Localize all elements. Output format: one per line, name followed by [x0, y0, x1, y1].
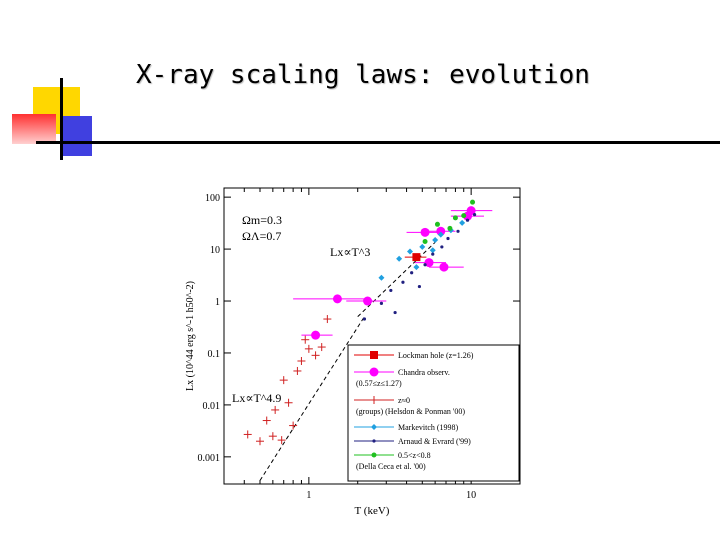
- data-point: [459, 219, 466, 226]
- data-point: [279, 376, 288, 385]
- data-point: [472, 213, 477, 217]
- data-point: [420, 227, 430, 237]
- data-point: [434, 221, 440, 227]
- data-point: [412, 253, 421, 262]
- legend-label: Chandra observ.: [398, 368, 450, 377]
- data-point: [396, 255, 403, 262]
- data-point: [371, 424, 377, 430]
- data-point: [369, 367, 379, 377]
- data-point: [440, 245, 444, 249]
- legend-label: Markevitch (1998): [398, 423, 459, 432]
- legend-label: Lockman hole (z=1.26): [398, 351, 474, 360]
- scaling-law-chart: 100 10 1 0.1 0.01 0.001 1 10 T (keV) Lx (10^44 e…: [185, 187, 521, 517]
- data-point: [423, 263, 427, 267]
- data-point: [424, 258, 434, 268]
- y-tick-label: 10: [210, 245, 220, 256]
- data-point: [410, 271, 414, 275]
- x-tick-label: 1: [306, 490, 311, 501]
- annotation-omega-m: Ωm=0.3: [242, 213, 282, 227]
- data-point: [256, 437, 265, 446]
- data-point: [277, 436, 286, 445]
- data-point: [311, 330, 321, 340]
- data-point: [371, 452, 377, 458]
- fit-line: [259, 316, 365, 481]
- data-point: [243, 430, 252, 439]
- data-point: [284, 398, 293, 407]
- data-point: [436, 226, 446, 236]
- legend-label-line2: (0.57≤z≤1.27): [356, 379, 402, 388]
- data-point: [419, 243, 426, 250]
- legend-box: [347, 344, 520, 482]
- data-point: [461, 213, 467, 219]
- slide-title: X-ray scaling laws: evolution: [136, 60, 590, 90]
- legend-label: z≈0: [398, 396, 410, 405]
- data-point: [429, 247, 436, 254]
- data-point: [465, 218, 470, 222]
- legend-label-line2: (groups) (Helsdon & Ponman '00): [356, 407, 465, 416]
- data-point: [452, 215, 458, 221]
- decor-horizontal-rule: [36, 141, 720, 144]
- y-axis-label: Lx (10^44 erg s^-1 h50^-2): [185, 281, 196, 391]
- data-point: [311, 351, 320, 360]
- data-point: [289, 421, 298, 430]
- x-tick-label: 10: [466, 490, 476, 501]
- legend-label: Arnaud & Evrard ('99): [398, 437, 471, 446]
- legend-label-line2: (Della Ceca et al. '00): [356, 462, 426, 471]
- y-tick-label: 0.001: [198, 453, 221, 464]
- data-point: [262, 416, 271, 425]
- data-point: [271, 405, 280, 414]
- y-tick-label: 1: [215, 297, 220, 308]
- data-point: [431, 252, 435, 256]
- data-point: [393, 310, 397, 315]
- data-point: [422, 238, 428, 244]
- data-point: [301, 335, 310, 344]
- data-point: [417, 284, 422, 289]
- data-point: [304, 344, 313, 353]
- annotation-omega-lambda: ΩΛ=0.7: [242, 229, 281, 243]
- y-tick-label: 0.1: [208, 349, 221, 360]
- data-point: [401, 280, 405, 284]
- decor-blue-square: [62, 116, 92, 156]
- data-point: [456, 229, 460, 233]
- y-tick-label: 100: [205, 193, 220, 204]
- data-point: [370, 351, 378, 359]
- data-point: [363, 296, 373, 306]
- data-point: [293, 366, 302, 375]
- data-point: [470, 199, 476, 205]
- decor-vertical-rule: [60, 78, 63, 160]
- data-point: [378, 274, 385, 281]
- data-point: [323, 315, 332, 324]
- data-point: [437, 231, 444, 238]
- data-point: [317, 343, 326, 352]
- data-point: [439, 262, 449, 272]
- data-point: [379, 301, 384, 306]
- data-point: [297, 357, 306, 366]
- data-point: [362, 317, 367, 321]
- y-tick-label: 0.01: [203, 401, 221, 412]
- data-point: [447, 225, 453, 231]
- legend-label: 0.5<z<0.8: [398, 451, 431, 460]
- data-point: [370, 396, 378, 404]
- data-point: [407, 248, 414, 255]
- data-point: [268, 432, 277, 441]
- data-point: [332, 294, 342, 304]
- annotation-law-t49: Lx∝T^4.9: [232, 391, 281, 405]
- decor-red-square: [12, 114, 56, 144]
- data-point: [389, 288, 393, 293]
- data-point: [432, 236, 439, 243]
- data-point: [413, 264, 420, 271]
- x-axis-label: T (keV): [355, 505, 390, 517]
- data-point: [446, 236, 450, 241]
- annotation-law-t3: Lx∝T^3: [330, 245, 370, 259]
- data-point: [372, 439, 376, 443]
